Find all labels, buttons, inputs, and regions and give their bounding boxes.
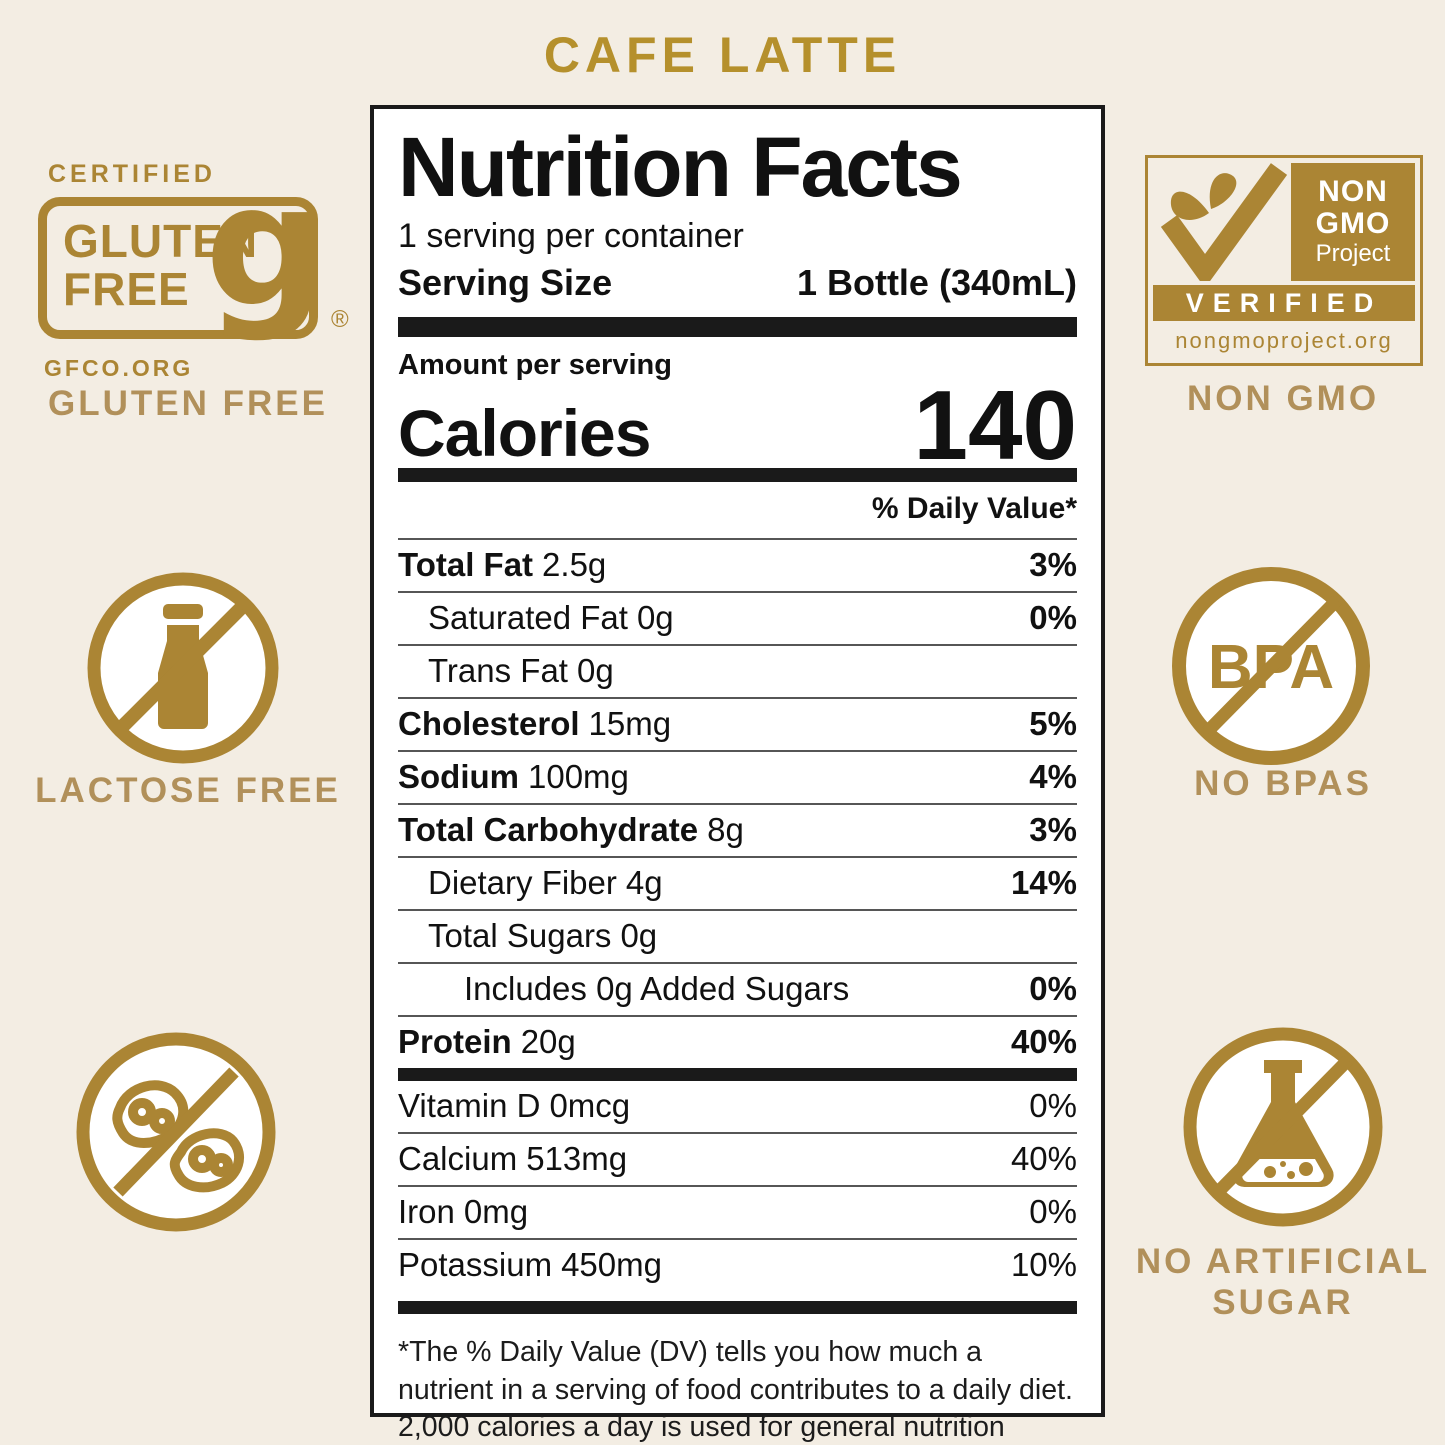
nutrient-row-total-fat: Total Fat 2.5g 3% [398, 538, 1077, 591]
no-bpa-icon: BPA [1172, 567, 1370, 765]
divider-medium [398, 1301, 1077, 1315]
daily-value-footnote: *The % Daily Value (DV) tells you how mu… [398, 1336, 1073, 1444]
gluten-free-box: GLUTEN FREE g ® [38, 162, 349, 339]
page-title: CAFE LATTE [543, 27, 902, 83]
nutrition-facts-title: Nutrition Facts [398, 120, 963, 214]
nutrient-row-saturated-fat: Saturated Fat 0g 0% [398, 591, 1077, 644]
verified-band: VERIFIED [1153, 285, 1415, 321]
nutrient-row-potassium: Potassium 450mg 10% [398, 1238, 1077, 1291]
serving-size-row: Serving Size 1 Bottle (340mL) [398, 262, 1077, 304]
nutrient-row-total-carbohydrate: Total Carbohydrate 8g 3% [398, 803, 1077, 856]
gfco-g-icon: g [205, 148, 326, 344]
nutrient-row-total-sugars: Total Sugars 0g [398, 909, 1077, 962]
calories-value: 140 [913, 370, 1077, 480]
daily-value-header: % Daily Value* [871, 492, 1077, 526]
nutrient-row-iron: Iron 0mg 0% [398, 1185, 1077, 1238]
calories-label: Calories [398, 395, 651, 470]
nutrient-row-dietary-fiber: Dietary Fiber 4g 14% [398, 856, 1077, 909]
certified-label: CERTIFIED [48, 160, 216, 188]
certified-gluten-free-badge: CERTIFIED GLUTEN FREE g ® GFCO.ORG [38, 160, 349, 382]
gfco-org-text: GFCO.ORG [44, 355, 194, 381]
nutrient-row-added-sugars: Includes 0g Added Sugars 0% [398, 962, 1077, 1015]
registered-mark: ® [331, 306, 349, 333]
nutrition-facts-panel: Nutrition Facts 1 serving per container … [370, 105, 1105, 1443]
gmo-word: GMO [1315, 207, 1391, 241]
no-bpas-caption: NO BPAS [1194, 764, 1372, 803]
serving-size-value: 1 Bottle (340mL) [796, 262, 1077, 303]
free-word: FREE [63, 263, 190, 315]
serving-size-label: Serving Size [398, 262, 613, 303]
divider-thick [398, 317, 1077, 337]
lactose-free-caption: LACTOSE FREE [35, 771, 341, 810]
lactose-free-icon [87, 572, 279, 764]
amount-per-serving-label: Amount per serving [398, 349, 672, 381]
nutrient-row-calcium: Calcium 513mg 40% [398, 1132, 1077, 1185]
divider-thick [398, 1068, 1077, 1082]
nutrient-row-protein: Protein 20g 40% [398, 1015, 1077, 1068]
no-artificial-sugar-icon [1183, 1027, 1383, 1227]
servings-per-container: 1 serving per container [398, 217, 744, 255]
non-gmo-project-badge: NON GMO Project VERIFIED nongmoproject.o… [1145, 155, 1423, 366]
nutrient-row-trans-fat: Trans Fat 0g [398, 644, 1077, 697]
no-artificial-sugar-caption: NO ARTIFICIAL SUGAR [1135, 1242, 1431, 1323]
non-gmo-caption: NON GMO [1186, 379, 1380, 418]
nutrient-row-vitamin-d: Vitamin D 0mcg 0% [398, 1087, 1077, 1125]
nutrient-row-sodium: Sodium 100mg 4% [398, 750, 1077, 803]
butterfly-checkmark-icon [1160, 163, 1288, 281]
soy-free-icon [76, 1032, 276, 1232]
non-word: NON [1318, 175, 1388, 209]
non-gmo-project-box: NON GMO Project [1291, 163, 1415, 281]
calories-row: Calories 140 [398, 370, 1077, 480]
nutrient-row-cholesterol: Cholesterol 15mg 5% [398, 697, 1077, 750]
project-word: Project [1315, 240, 1391, 267]
divider-medium [398, 468, 1077, 483]
gluten-word: GLUTEN [63, 215, 259, 267]
nongmoproject-org-text: nongmoproject.org [1175, 328, 1393, 353]
gluten-free-caption: GLUTEN FREE [48, 384, 328, 423]
